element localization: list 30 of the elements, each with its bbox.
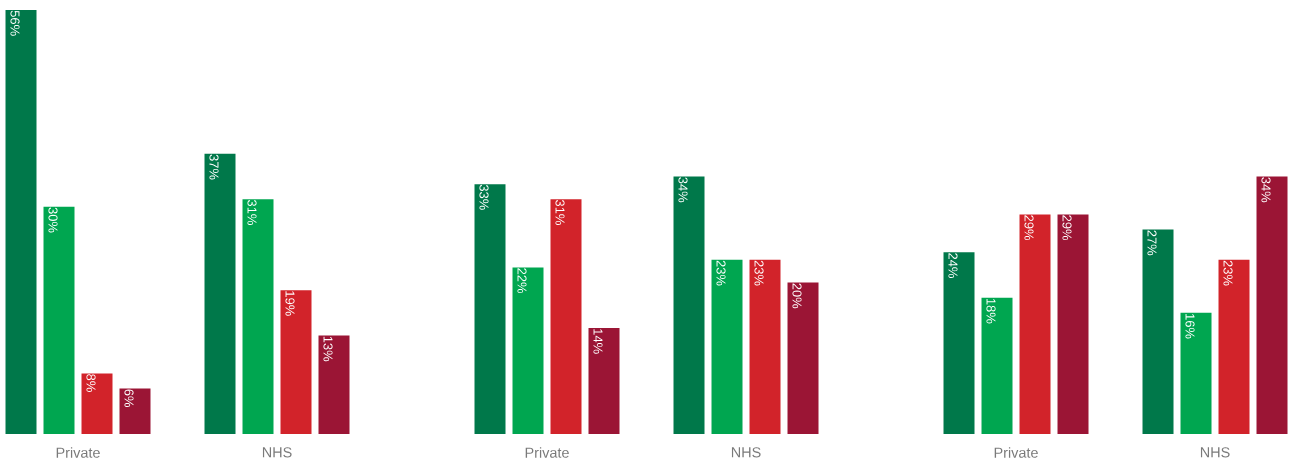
data-label: 8% [86, 374, 96, 392]
data-label: 29% [1062, 215, 1072, 241]
data-label: 23% [1223, 260, 1233, 286]
data-label: 31% [555, 199, 565, 225]
x-tick-label: Private [525, 447, 569, 458]
data-label: 22% [517, 268, 527, 294]
x-tick-label: Private [994, 447, 1038, 458]
data-label: 27% [1147, 230, 1157, 256]
data-label: 19% [285, 291, 295, 316]
x-tick-label: NHS [262, 447, 292, 458]
data-label: 13% [323, 336, 333, 362]
data-label: 14% [593, 329, 603, 354]
data-label: 24% [948, 253, 958, 278]
data-label: 29% [1024, 215, 1034, 241]
x-tick-label: Private [56, 447, 100, 458]
data-label: 34% [1261, 177, 1271, 203]
data-label: 37% [209, 154, 219, 180]
x-tick-label: NHS [1200, 447, 1230, 458]
data-label: 23% [754, 260, 764, 286]
data-label: 16% [1185, 314, 1195, 339]
data-label: 20% [792, 283, 802, 309]
data-label: 33% [479, 184, 489, 210]
data-label: 56% [10, 10, 20, 36]
data-label: 6% [124, 389, 134, 408]
data-label: 31% [247, 199, 257, 225]
data-label: 30% [48, 207, 58, 233]
x-tick-label: NHS [731, 447, 761, 458]
data-label: 18% [986, 298, 996, 324]
data-label: 23% [716, 260, 726, 286]
data-label: 34% [678, 177, 688, 203]
